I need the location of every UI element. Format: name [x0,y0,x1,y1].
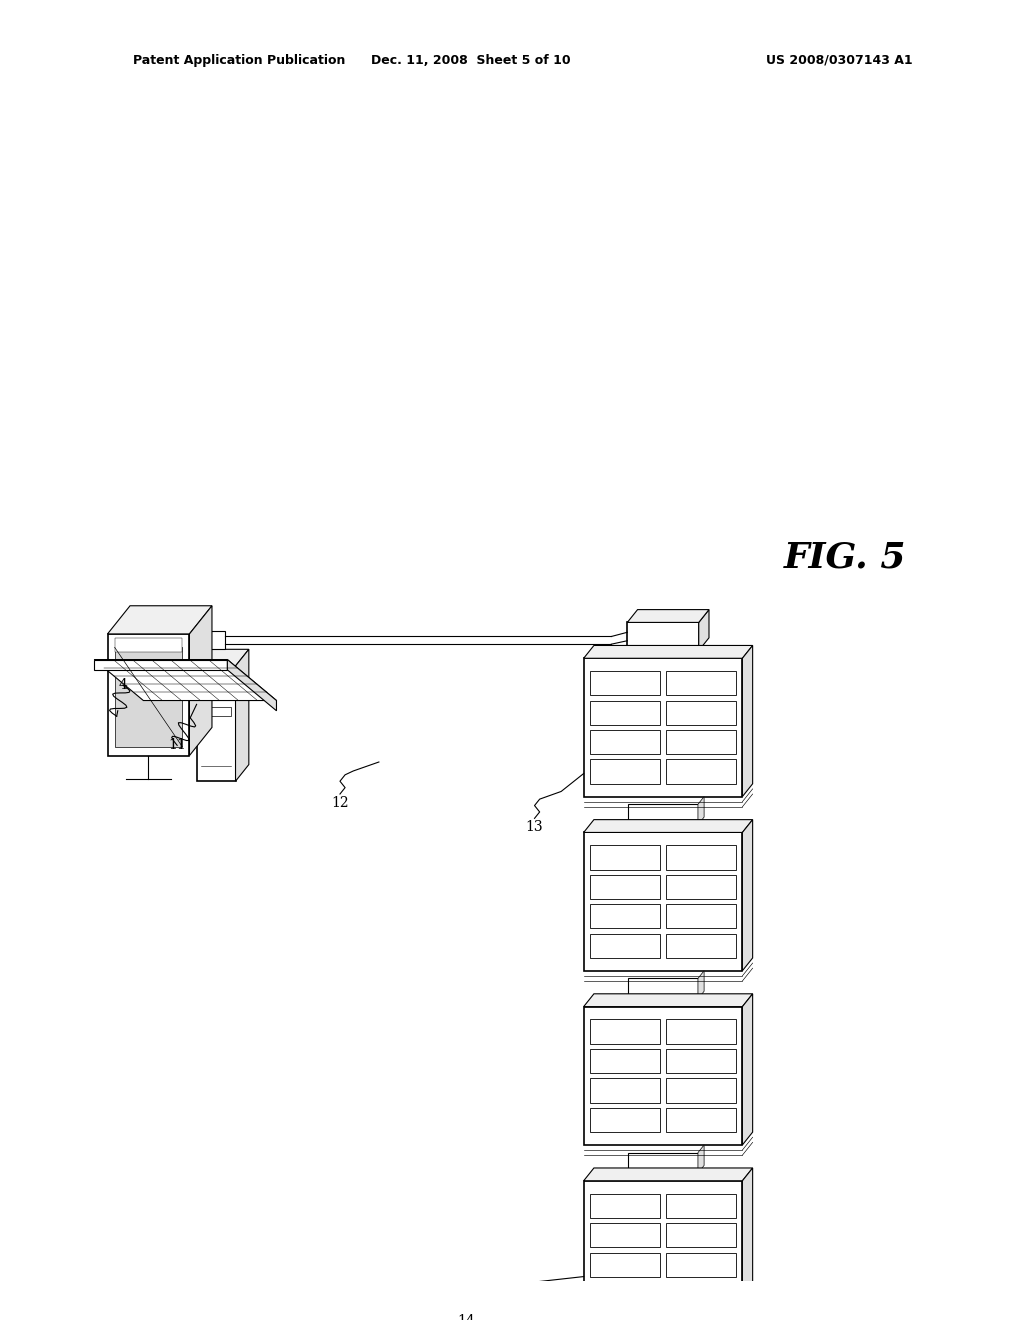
Polygon shape [698,1313,709,1320]
Polygon shape [197,667,236,781]
Text: Dec. 11, 2008  Sheet 5 of 10: Dec. 11, 2008 Sheet 5 of 10 [372,54,570,67]
Polygon shape [742,645,753,796]
Polygon shape [584,820,753,833]
Polygon shape [197,649,249,667]
Polygon shape [590,1107,659,1133]
Polygon shape [584,1168,753,1181]
Polygon shape [666,759,736,784]
Text: 4: 4 [119,678,127,692]
Text: US 2008/0307143 A1: US 2008/0307143 A1 [766,54,913,67]
Polygon shape [236,649,249,781]
Polygon shape [590,1049,659,1073]
Polygon shape [584,1007,742,1144]
Polygon shape [628,623,698,651]
Polygon shape [666,701,736,725]
Polygon shape [584,659,742,796]
Polygon shape [584,645,753,659]
Polygon shape [666,1078,736,1102]
Polygon shape [590,759,659,784]
Text: FIG. 5: FIG. 5 [783,540,906,574]
Polygon shape [94,660,227,669]
Polygon shape [742,820,753,970]
Polygon shape [666,1193,736,1218]
Polygon shape [227,660,276,710]
Polygon shape [94,660,276,701]
Polygon shape [201,708,231,715]
Polygon shape [584,1181,742,1319]
Polygon shape [108,606,212,634]
Polygon shape [628,1313,709,1320]
Polygon shape [590,1253,659,1276]
Polygon shape [698,796,705,825]
Polygon shape [666,1049,736,1073]
Polygon shape [742,994,753,1144]
Polygon shape [590,1282,659,1307]
Polygon shape [584,833,742,970]
Text: 13: 13 [525,820,544,834]
Polygon shape [666,845,736,870]
Polygon shape [628,1152,698,1173]
Text: 14: 14 [457,1315,475,1320]
Text: 12: 12 [331,796,349,810]
Polygon shape [698,1144,705,1173]
Polygon shape [590,904,659,928]
Polygon shape [189,606,212,755]
Polygon shape [666,1282,736,1307]
Polygon shape [666,904,736,928]
Polygon shape [590,671,659,696]
Polygon shape [666,933,736,958]
Polygon shape [590,933,659,958]
Polygon shape [666,1107,736,1133]
Polygon shape [666,730,736,754]
Polygon shape [590,1019,659,1044]
Polygon shape [108,634,189,755]
Polygon shape [666,1224,736,1247]
Polygon shape [590,1078,659,1102]
Polygon shape [666,1019,736,1044]
Polygon shape [201,684,231,693]
Polygon shape [590,875,659,899]
Polygon shape [590,1224,659,1247]
Polygon shape [698,610,709,651]
Text: Patent Application Publication: Patent Application Publication [133,54,345,67]
Polygon shape [590,701,659,725]
Polygon shape [590,845,659,870]
Polygon shape [742,1168,753,1319]
Text: 11: 11 [168,738,186,752]
Polygon shape [666,1253,736,1276]
Polygon shape [628,978,698,999]
Polygon shape [584,994,753,1007]
Polygon shape [666,875,736,899]
Polygon shape [590,730,659,754]
Polygon shape [115,647,182,747]
Polygon shape [698,970,705,999]
Polygon shape [628,610,709,623]
Polygon shape [203,631,224,649]
Polygon shape [628,804,698,825]
Polygon shape [115,639,182,652]
Polygon shape [666,671,736,696]
Polygon shape [590,1193,659,1218]
